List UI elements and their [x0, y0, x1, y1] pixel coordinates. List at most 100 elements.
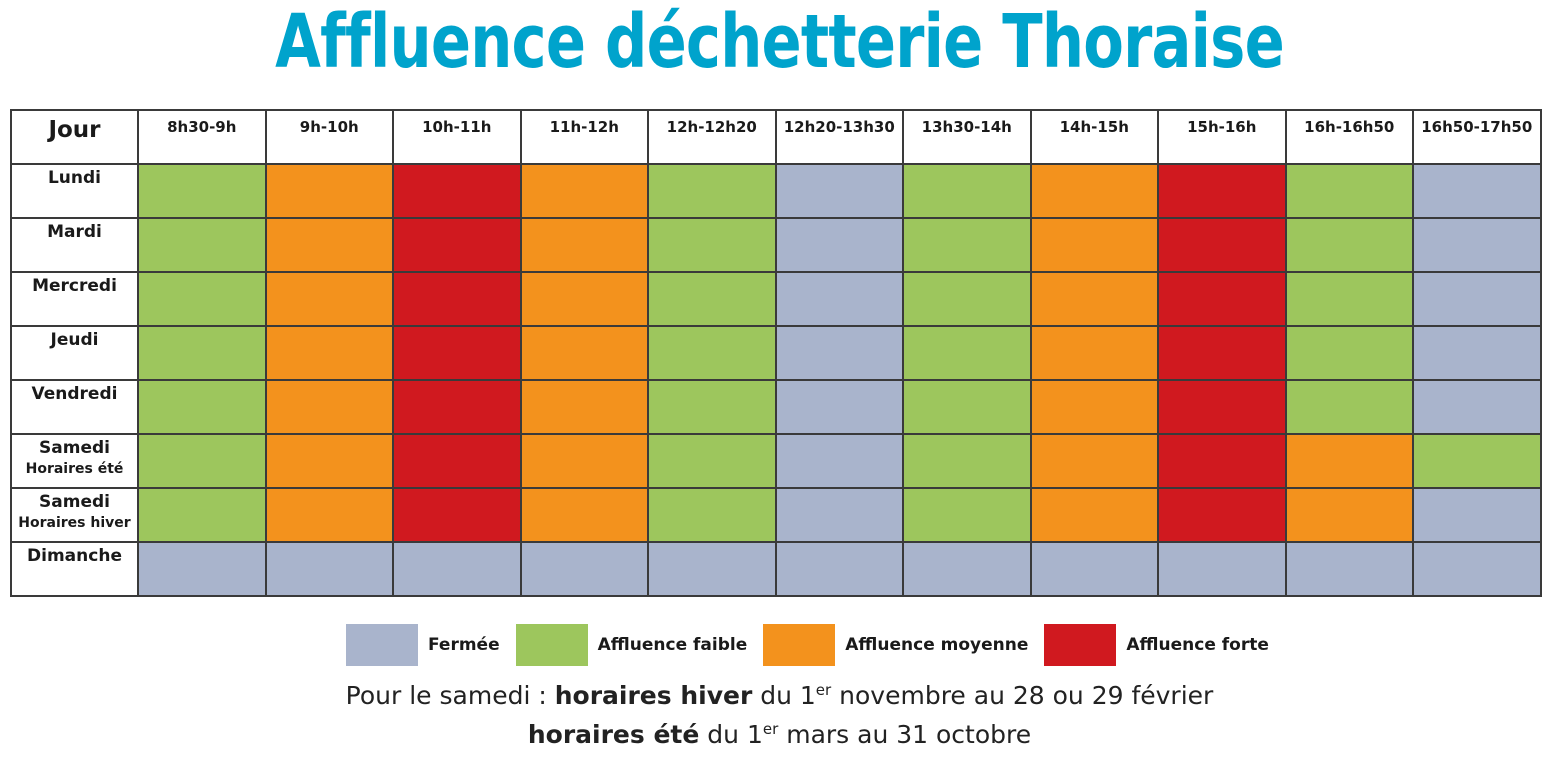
heat-cell-low	[1412, 433, 1542, 489]
heat-cell-medium	[1029, 379, 1159, 435]
row-header-day: Vendredi	[10, 379, 139, 435]
row-header-day: Mercredi	[10, 271, 139, 327]
heat-cell-closed	[774, 379, 904, 435]
table-row: Mardi	[10, 217, 1542, 273]
heat-cell-low	[902, 325, 1032, 381]
heat-cell-medium	[264, 163, 394, 219]
heat-cell-high	[392, 217, 522, 273]
heat-cell-closed	[1412, 325, 1542, 381]
row-header-day-label: Lundi	[47, 168, 102, 188]
heat-cell-closed	[392, 541, 522, 597]
heat-cell-low	[647, 163, 777, 219]
row-header-day-sublabel: Horaires hiver	[18, 515, 131, 531]
heat-cell-medium	[1284, 487, 1414, 543]
heat-cell-medium	[264, 271, 394, 327]
heat-cell-closed	[1412, 271, 1542, 327]
heat-cell-medium	[519, 487, 649, 543]
affluence-table: Jour 8h30-9h 9h-10h 10h-11h 11h-12h 12h-12h20…	[10, 109, 1542, 597]
heat-cell-closed	[1412, 163, 1542, 219]
heat-cell-closed	[774, 433, 904, 489]
heat-cell-low	[647, 325, 777, 381]
legend-item-medium: Affluence moyenne	[763, 624, 1032, 666]
heat-cell-closed	[1412, 217, 1542, 273]
heat-cell-closed	[1157, 541, 1287, 597]
row-header-day-label: Samedi	[39, 438, 110, 458]
legend-label-low: Affluence faible	[597, 635, 748, 655]
heat-cell-low	[902, 433, 1032, 489]
legend-item-low: Affluence faible	[515, 624, 752, 666]
heat-cell-low	[647, 217, 777, 273]
row-header-day: Samedi Horaires hiver	[10, 487, 139, 543]
note-line-1-mid: du 1	[752, 681, 816, 710]
heat-cell-high	[392, 325, 522, 381]
column-header-slot-6: 12h20-13h30	[774, 109, 904, 165]
note-line-2-bold: horaires été	[527, 720, 700, 749]
heat-cell-medium	[1029, 433, 1159, 489]
heat-cell-medium	[264, 325, 394, 381]
column-header-slot-4: 11h-12h	[519, 109, 649, 165]
note-line-1: Pour le samedi : horaires hiver du 1er n…	[0, 681, 1559, 710]
heat-cell-medium	[1029, 271, 1159, 327]
heat-cell-low	[902, 487, 1032, 543]
legend-label-high: Affluence forte	[1126, 635, 1269, 655]
heat-cell-low	[137, 163, 267, 219]
heat-cell-closed	[774, 271, 904, 327]
column-header-slot-3: 10h-11h	[392, 109, 522, 165]
heat-cell-closed	[137, 541, 267, 597]
heat-cell-closed	[264, 541, 394, 597]
heat-cell-medium	[264, 217, 394, 273]
heat-cell-low	[647, 487, 777, 543]
table-row: Lundi	[10, 163, 1542, 219]
legend-swatch-low	[515, 624, 588, 666]
legend-label-medium: Affluence moyenne	[845, 635, 1029, 655]
heat-cell-closed	[774, 325, 904, 381]
note-line-1-suffix: novembre au 28 ou 29 février	[831, 681, 1214, 710]
table-row: Mercredi	[10, 271, 1542, 327]
row-header-day-sublabel: Horaires été	[25, 461, 124, 477]
table-row: Samedi Horaires été	[10, 433, 1542, 489]
row-header-day: Lundi	[10, 163, 139, 219]
heat-cell-low	[902, 379, 1032, 435]
heat-cell-medium	[264, 379, 394, 435]
page-title: Affluence déchetterie Thoraise	[275, 0, 1285, 85]
heat-cell-medium	[1029, 325, 1159, 381]
row-header-day-label: Samedi	[39, 492, 110, 512]
heat-cell-low	[902, 217, 1032, 273]
note-line-1-sup: er	[815, 681, 832, 699]
heat-cell-medium	[1029, 163, 1159, 219]
heat-cell-high	[392, 271, 522, 327]
heat-cell-high	[1157, 163, 1287, 219]
heat-cell-high	[392, 379, 522, 435]
legend-label-closed: Fermée	[428, 635, 500, 655]
heat-cell-low	[1284, 163, 1414, 219]
heat-cell-closed	[1412, 379, 1542, 435]
heat-cell-high	[1157, 433, 1287, 489]
heat-cell-low	[137, 271, 267, 327]
legend-swatch-high	[1044, 624, 1117, 666]
note-line-1-prefix: Pour le samedi :	[345, 681, 555, 710]
table-body: Lundi Mardi Mercredi Jeudi Vendredi Samedi Hor…	[10, 163, 1542, 597]
row-header-day: Jeudi	[10, 325, 139, 381]
row-header-day: Mardi	[10, 217, 139, 273]
note-line-2: horaires été du 1er mars au 31 octobre	[0, 720, 1559, 749]
column-header-slot-9: 15h-16h	[1157, 109, 1287, 165]
heat-cell-medium	[1029, 487, 1159, 543]
heat-cell-medium	[264, 433, 394, 489]
heat-cell-medium	[264, 487, 394, 543]
heat-cell-medium	[519, 271, 649, 327]
table-row: Dimanche	[10, 541, 1542, 597]
note-line-2-mid: du 1	[699, 720, 763, 749]
heat-cell-medium	[519, 379, 649, 435]
legend-item-closed: Fermée	[346, 624, 504, 666]
heat-cell-low	[1284, 325, 1414, 381]
row-header-day: Samedi Horaires été	[10, 433, 139, 489]
legend-item-high: Affluence forte	[1044, 624, 1273, 666]
heat-cell-medium	[519, 325, 649, 381]
column-header-slot-10: 16h-16h50	[1284, 109, 1414, 165]
heat-cell-low	[137, 217, 267, 273]
column-header-slot-2: 9h-10h	[264, 109, 394, 165]
row-header-day: Dimanche	[10, 541, 139, 597]
heat-cell-high	[1157, 379, 1287, 435]
heat-cell-closed	[1412, 487, 1542, 543]
heat-cell-medium	[519, 217, 649, 273]
